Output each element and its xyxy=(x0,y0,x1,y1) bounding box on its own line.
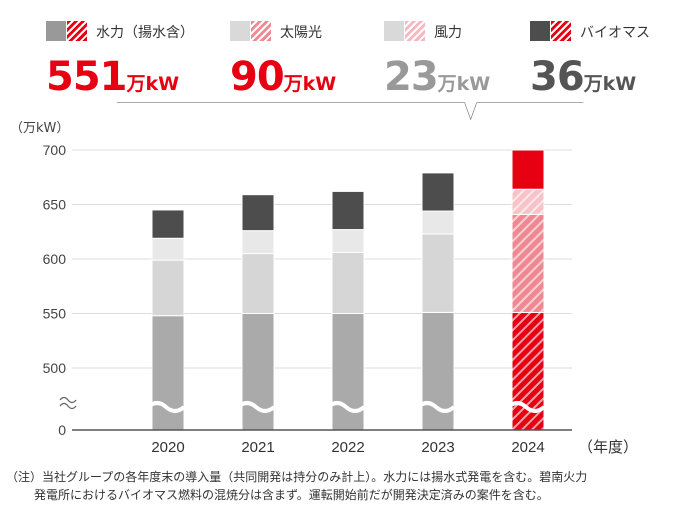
x-tick-label: 2023 xyxy=(421,439,454,456)
y-tick-label: 600 xyxy=(43,251,67,267)
bar-segment-biomass xyxy=(241,194,275,232)
legend-value: 551万kW xyxy=(46,54,179,100)
bar-segment-biomass xyxy=(511,149,545,190)
x-tick-label: 2022 xyxy=(331,439,364,456)
bar-segment-biomass xyxy=(151,209,185,239)
bar-segment-wind xyxy=(241,230,275,255)
bar-break-mark xyxy=(416,401,456,413)
bar-segment-solar xyxy=(421,233,455,313)
x-axis-tick-labels: 2020 2021 2022 2023 2024 xyxy=(151,439,544,456)
bar-segment-solar xyxy=(331,251,365,315)
legend-swatch-hatched xyxy=(67,21,87,41)
legend-value: 23万kW xyxy=(384,54,490,100)
y-axis-tick-labels: 0 500 550 600 650 700 xyxy=(43,142,67,438)
bar-break-mark xyxy=(146,401,186,413)
legend-label: 水力（揚水含） xyxy=(96,25,194,41)
legend-value-number: 551 xyxy=(46,54,127,100)
axis-break-marks xyxy=(146,401,546,413)
y-tick-label: 0 xyxy=(58,422,66,438)
bar-segment-hydro xyxy=(511,311,545,431)
legend-swatch-hatched xyxy=(551,21,571,41)
legend-label: 太陽光 xyxy=(280,25,322,41)
y-axis-unit-label: （万kW） xyxy=(10,121,69,136)
y-tick-label: 550 xyxy=(43,306,67,322)
bar-segment-wind xyxy=(511,188,545,215)
legend-value-number: 90 xyxy=(230,54,285,100)
bar-break-mark xyxy=(506,401,546,413)
y-tick-label: 650 xyxy=(43,197,67,213)
legend-value-unit: 万kW xyxy=(126,73,180,95)
footnote: （注）当社グループの各年度末の導入量（共同開発は持分のみ計上）。水力には揚水式発… xyxy=(6,468,696,504)
bar-segment-hydro xyxy=(421,311,455,431)
legend-value-unit: 万kW xyxy=(583,73,637,95)
footnote-line-2: 発電所におけるバイオマス燃料の混焼分は含まず。運転開始前だが開発決定済みの案件を… xyxy=(34,488,549,502)
legend-value-unit: 万kW xyxy=(437,73,491,95)
legend-value: 36万kW xyxy=(530,54,636,100)
legend-label: バイオマス xyxy=(580,25,650,41)
bar-segment-solar xyxy=(511,213,545,313)
legend-swatch-solid xyxy=(46,21,66,41)
bars xyxy=(151,149,545,431)
bar-segment-solar xyxy=(151,259,185,317)
y-tick-label: 700 xyxy=(43,142,67,158)
bar-segment-wind xyxy=(151,237,185,261)
y-tick-label: 500 xyxy=(43,360,67,376)
legend-value-unit: 万kW xyxy=(283,73,337,95)
legend-swatch-solid xyxy=(530,21,550,41)
legend-swatch-solid xyxy=(384,21,404,41)
bar-segment-hydro xyxy=(151,315,185,431)
bar-break-mark xyxy=(326,401,366,413)
x-tick-label: 2020 xyxy=(151,439,184,456)
x-axis-unit-label: （年度） xyxy=(578,439,638,456)
bar-segment-wind xyxy=(331,229,365,253)
bar-segment-hydro xyxy=(331,313,365,431)
legend-swatch-hatched xyxy=(405,21,425,41)
legend-swatch-solid xyxy=(230,21,250,41)
bar-segment-biomass xyxy=(331,190,365,231)
bar-segment-solar xyxy=(241,253,275,315)
bar-segment-biomass xyxy=(421,172,455,212)
x-tick-label: 2021 xyxy=(241,439,274,456)
legend-label: 風力 xyxy=(434,25,462,41)
legend-value: 90万kW xyxy=(230,54,336,100)
legend-value-number: 36 xyxy=(530,54,585,100)
footnote-line-1: （注）当社グループの各年度末の導入量（共同開発は持分のみ計上）。水力には揚水式発… xyxy=(6,470,588,484)
bar-break-mark xyxy=(236,401,276,413)
callout-pointer-line xyxy=(116,102,584,121)
bar-segment-wind xyxy=(421,210,455,235)
legend-swatch-hatched xyxy=(251,21,271,41)
y-axis-break-mark xyxy=(59,396,77,410)
legend-value-number: 23 xyxy=(384,54,439,100)
bar-segment-hydro xyxy=(241,313,275,431)
x-tick-label: 2024 xyxy=(511,439,544,456)
gridlines xyxy=(59,149,572,410)
